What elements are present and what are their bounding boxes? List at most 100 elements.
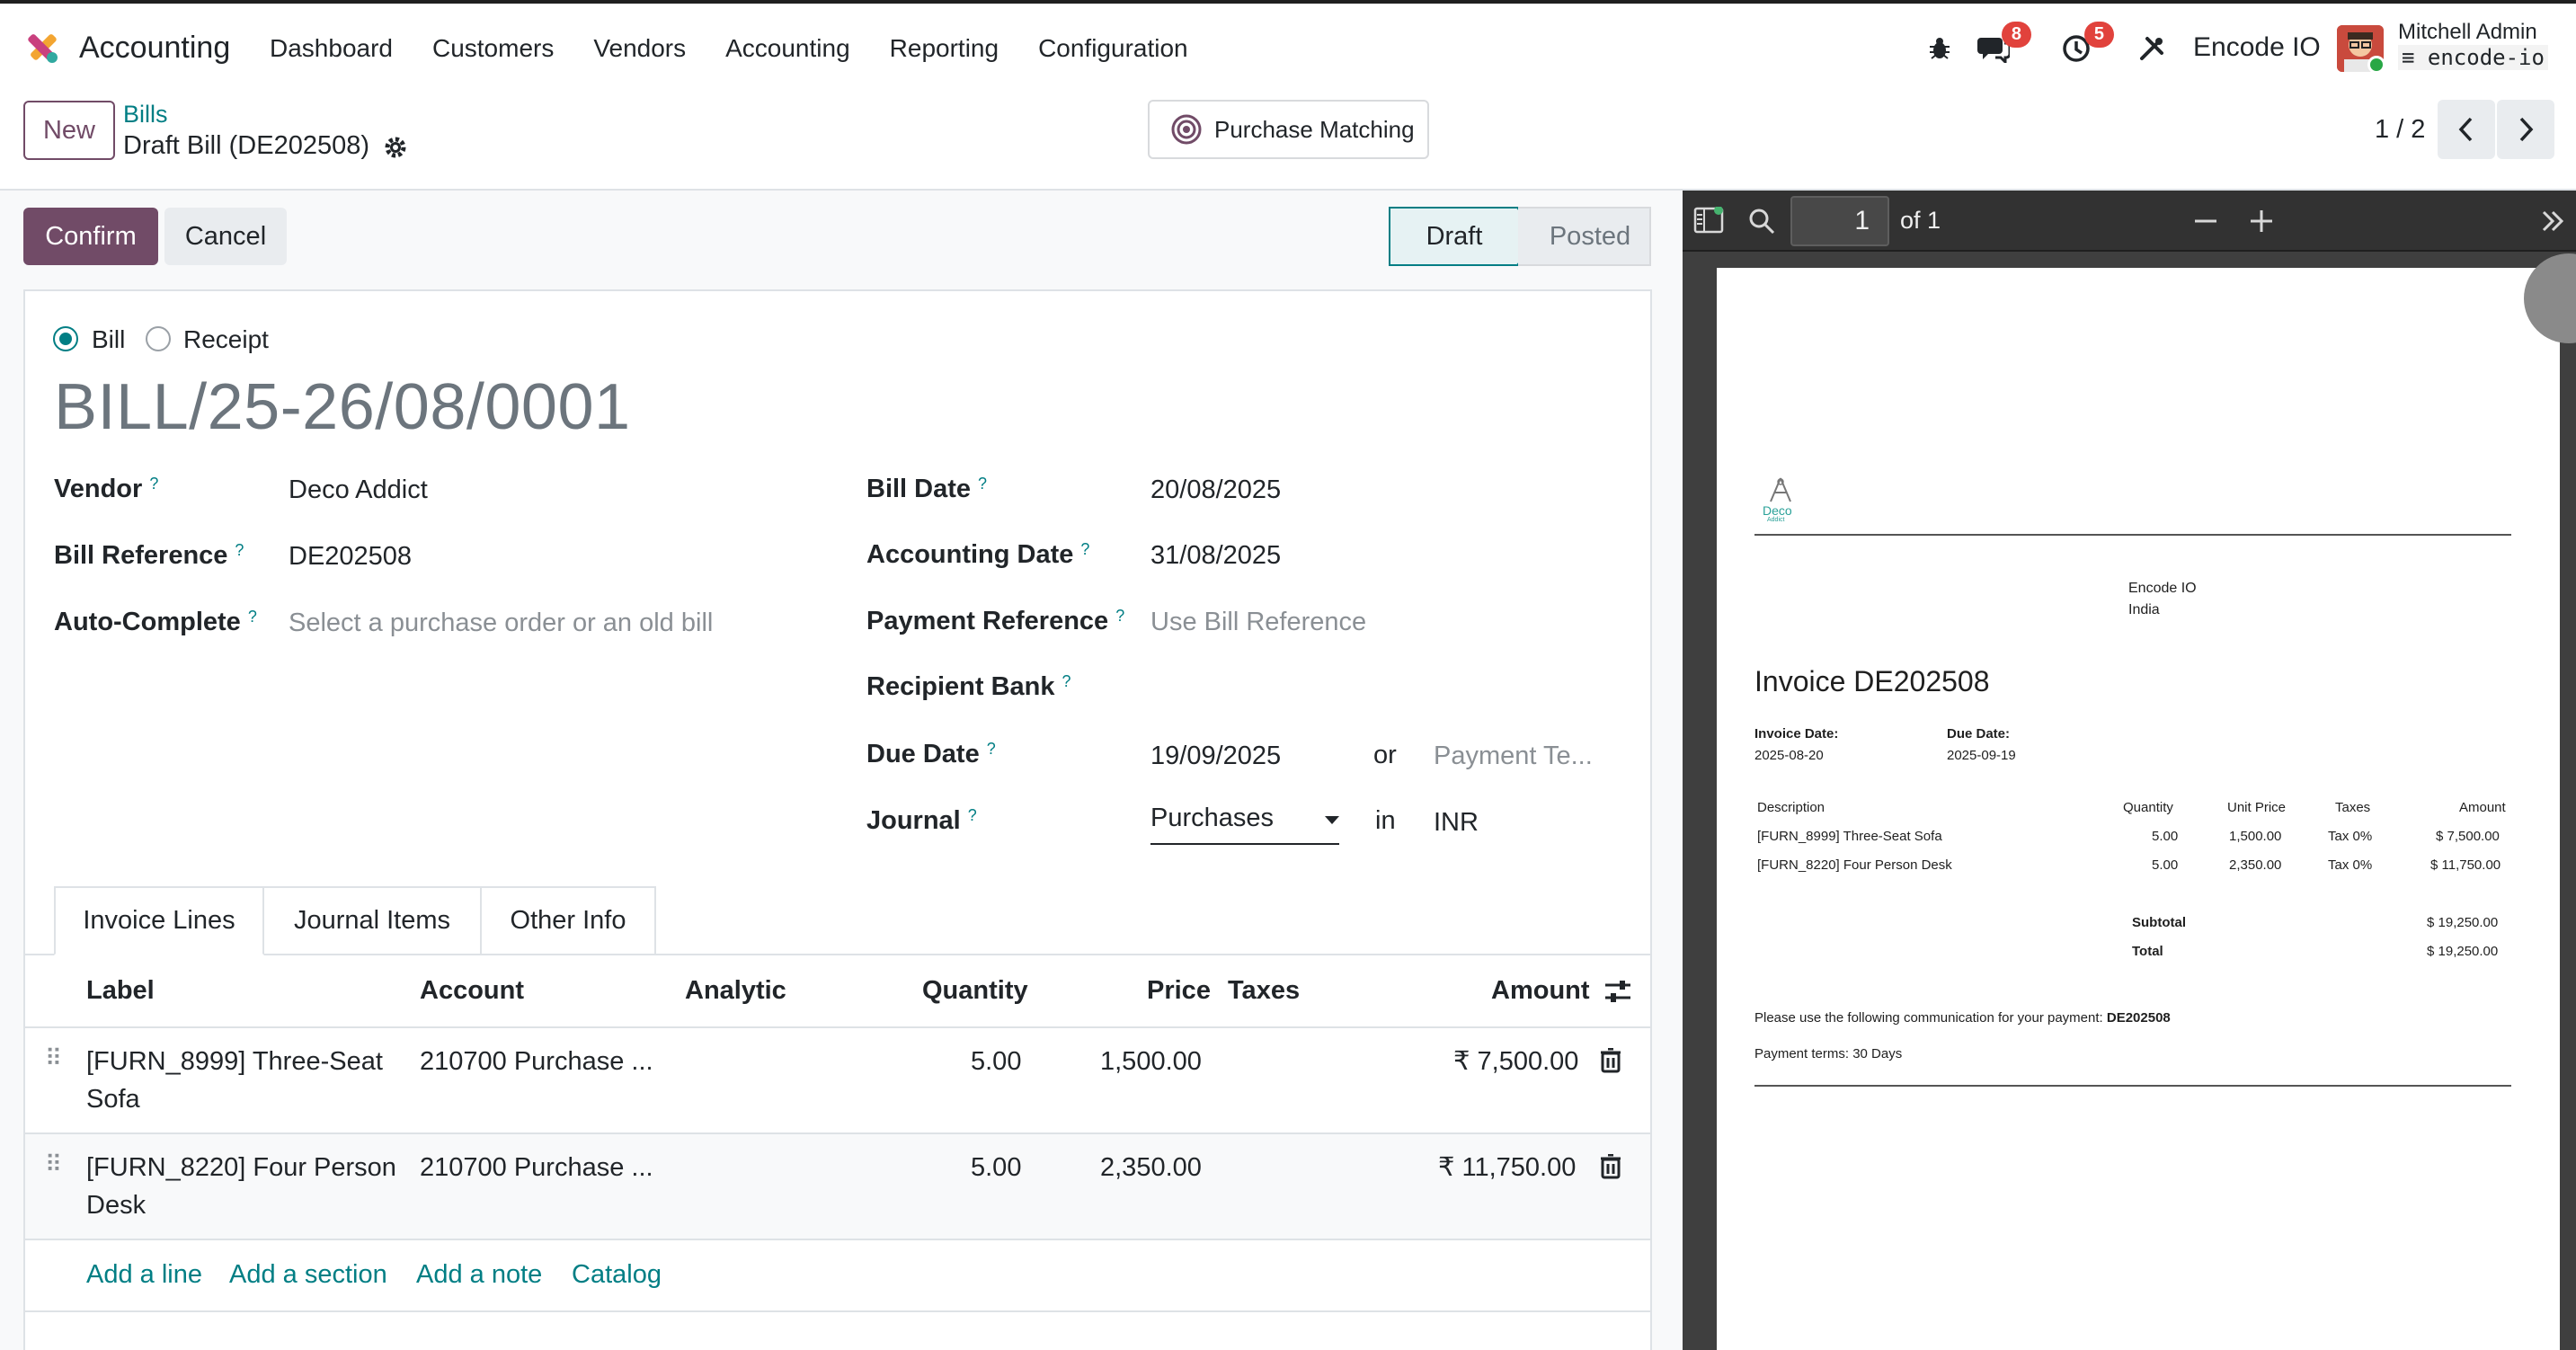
help-tooltip-icon[interactable]: ? [986,740,996,758]
help-tooltip-icon[interactable]: ? [149,475,159,493]
row-quantity[interactable]: 5.00 [971,1153,1022,1182]
column-header-label[interactable]: Label [86,976,155,1005]
menu-customers[interactable]: Customers [431,34,555,62]
chevron-left-icon [2458,117,2473,142]
cancel-button[interactable]: Cancel [164,208,287,265]
auto-complete-input[interactable]: Select a purchase order or an old bill [289,608,714,637]
column-header-taxes[interactable]: Taxes [1228,976,1301,1005]
menu-dashboard[interactable]: Dashboard [270,34,393,62]
row-account[interactable]: 210700 Purchase ... [420,1153,653,1182]
column-header-amount[interactable]: Amount [1491,976,1590,1005]
add-line-link[interactable]: Add a line [86,1260,202,1289]
help-tooltip-icon[interactable]: ? [978,475,988,493]
help-tooltip-icon[interactable]: ? [235,541,244,559]
column-header-analytic[interactable]: Analytic [685,976,786,1005]
column-header-price[interactable]: Price [1147,976,1211,1005]
journal-in-text: in [1375,806,1396,835]
activities-badge: 5 [2083,22,2114,48]
row-label-line2: Desk [86,1191,147,1220]
menu-vendors[interactable]: Vendors [593,34,687,62]
accounting-app-icon[interactable] [23,27,61,65]
sidebar-toggle-icon[interactable] [1693,207,1724,234]
row-price[interactable]: 2,350.00 [1100,1153,1202,1182]
search-icon[interactable] [1747,207,1776,235]
record-actions-gear-icon[interactable] [383,135,408,166]
messages-chat-icon[interactable]: 8 [1976,22,2031,67]
help-tooltip-icon[interactable]: ? [967,806,977,824]
add-section-link[interactable]: Add a section [229,1260,387,1289]
settings-tools-icon[interactable] [2134,31,2170,67]
auto-complete-label: Auto-Complete? [54,608,257,637]
row-price[interactable]: 1,500.00 [1100,1047,1202,1076]
tabs-underline [23,954,1652,955]
trash-icon[interactable] [1600,1154,1621,1179]
pdf-company-name: Encode IO [2128,581,2197,596]
double-chevron-right-icon[interactable] [2540,209,2567,234]
tab-invoice-lines[interactable]: Invoice Lines [54,886,264,955]
pager-value[interactable]: 1 / 2 [2375,115,2426,144]
user-name[interactable]: Mitchell Admin [2398,20,2537,44]
radio-bill[interactable] [53,326,78,351]
activities-clock-icon[interactable]: 5 [2058,22,2114,67]
tab-other-info[interactable]: Other Info [480,886,656,955]
purchase-matching-button[interactable]: Purchase Matching [1148,100,1429,159]
pager-previous-button[interactable] [2438,100,2495,159]
row-label[interactable]: [FURN_8220] Four Person Desk [86,1149,396,1224]
vendor-label-text: Vendor [54,475,143,503]
vendor-field[interactable]: Deco Addict [289,475,428,504]
pdf-row-unit-price: 2,350.00 [2229,857,2282,873]
payment-terms-input[interactable]: Payment Te... [1434,742,1593,770]
pdf-communication-ref: DE202508 [2106,1010,2171,1026]
menu-accounting[interactable]: Accounting [725,34,850,62]
vendor-logo-text: Deco [1763,503,1792,518]
help-tooltip-icon[interactable]: ? [1115,607,1125,625]
tab-journal-items[interactable]: Journal Items [262,886,482,955]
add-note-link[interactable]: Add a note [416,1260,543,1289]
breadcrumb-current: Draft Bill (DE202508) [123,131,369,160]
due-date-field[interactable]: 19/09/2025 [1150,742,1282,770]
breadcrumb-bills-link[interactable]: Bills [123,101,168,128]
radio-bill-label[interactable]: Bill [92,325,126,353]
status-stage-posted[interactable]: Posted [1518,207,1651,266]
help-tooltip-icon[interactable]: ? [1061,672,1071,690]
zoom-out-icon[interactable] [2193,212,2218,230]
pdf-invoice-date-label: Invoice Date: [1754,726,1839,742]
accounting-date-label: Accounting Date? [866,540,1089,570]
radio-receipt[interactable] [146,326,171,351]
row-account[interactable]: 210700 Purchase ... [420,1047,653,1076]
trash-icon[interactable] [1600,1048,1621,1073]
currency-field[interactable]: INR [1434,808,1479,837]
catalog-link[interactable]: Catalog [572,1260,662,1289]
help-tooltip-icon[interactable]: ? [1080,540,1090,558]
company-switcher[interactable]: Encode IO [2193,32,2321,62]
bill-number-title: BILL/25-26/08/0001 [54,371,631,443]
app-name[interactable]: Accounting [79,31,231,65]
radio-receipt-label[interactable]: Receipt [183,325,269,353]
pdf-row-quantity: 5.00 [2152,857,2179,873]
pager-next-button[interactable] [2497,100,2554,159]
row-label[interactable]: [FURN_8999] Three-Seat Sofa [86,1043,383,1118]
drag-handle-icon[interactable]: ⠿ [45,1150,65,1177]
pdf-due-date-value: 2025-09-19 [1947,748,2016,763]
bill-date-field[interactable]: 20/08/2025 [1150,475,1282,504]
new-button[interactable]: New [23,101,115,160]
debug-bug-icon[interactable] [1922,31,1958,67]
menu-reporting[interactable]: Reporting [889,34,999,62]
accounting-date-field[interactable]: 31/08/2025 [1150,541,1282,570]
row-quantity[interactable]: 5.00 [971,1047,1022,1076]
zoom-in-icon[interactable] [2249,209,2274,234]
drag-handle-icon[interactable]: ⠿ [45,1044,65,1071]
due-date-label: Due Date? [866,740,996,769]
journal-select[interactable]: Purchases [1150,804,1339,845]
pdf-page-number-input[interactable]: 1 [1790,196,1889,246]
bill-reference-field[interactable]: DE202508 [289,542,413,571]
column-header-quantity[interactable]: Quantity [922,976,1028,1005]
menu-configuration[interactable]: Configuration [1038,34,1188,62]
payment-reference-input[interactable]: Use Bill Reference [1150,608,1367,636]
column-header-account[interactable]: Account [420,976,524,1005]
help-tooltip-icon[interactable]: ? [247,608,257,626]
optional-columns-sliders-icon[interactable] [1603,978,1632,1005]
status-stage-draft[interactable]: Draft [1389,207,1518,266]
confirm-button[interactable]: Confirm [23,208,158,265]
pdf-header-line [1754,534,2511,536]
